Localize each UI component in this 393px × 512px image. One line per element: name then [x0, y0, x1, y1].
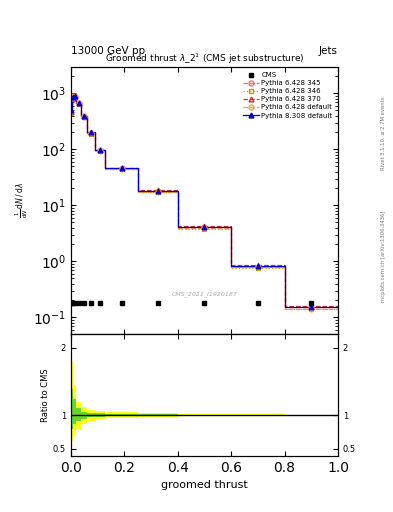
Y-axis label: Ratio to CMS: Ratio to CMS: [41, 368, 50, 422]
Text: CMS_2021_I1920187: CMS_2021_I1920187: [171, 291, 237, 297]
Text: Rivet 3.1.10, ≥ 2.7M events: Rivet 3.1.10, ≥ 2.7M events: [381, 96, 386, 170]
Title: Groomed thrust $\lambda\_2^1$ (CMS jet substructure): Groomed thrust $\lambda\_2^1$ (CMS jet s…: [105, 52, 304, 67]
Legend: CMS, Pythia 6.428 345, Pythia 6.428 346, Pythia 6.428 370, Pythia 6.428 default,: CMS, Pythia 6.428 345, Pythia 6.428 346,…: [241, 70, 334, 121]
Text: 13000 GeV pp: 13000 GeV pp: [71, 46, 145, 56]
Text: Jets: Jets: [319, 46, 338, 56]
X-axis label: groomed thrust: groomed thrust: [161, 480, 248, 490]
Text: mcplots.cern.ch [arXiv:1306.3436]: mcplots.cern.ch [arXiv:1306.3436]: [381, 210, 386, 302]
Y-axis label: $\frac{1}{\mathrm{d}N}\,\mathrm{d}N\,/\,\mathrm{d}\lambda$: $\frac{1}{\mathrm{d}N}\,\mathrm{d}N\,/\,…: [14, 182, 30, 218]
